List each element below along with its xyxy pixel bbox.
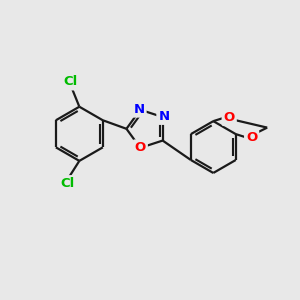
Text: O: O bbox=[224, 111, 235, 124]
Text: N: N bbox=[158, 110, 169, 123]
Text: O: O bbox=[135, 141, 146, 154]
Text: N: N bbox=[134, 103, 145, 116]
Text: Cl: Cl bbox=[63, 76, 78, 88]
Text: Cl: Cl bbox=[60, 177, 75, 190]
Text: O: O bbox=[246, 131, 257, 144]
